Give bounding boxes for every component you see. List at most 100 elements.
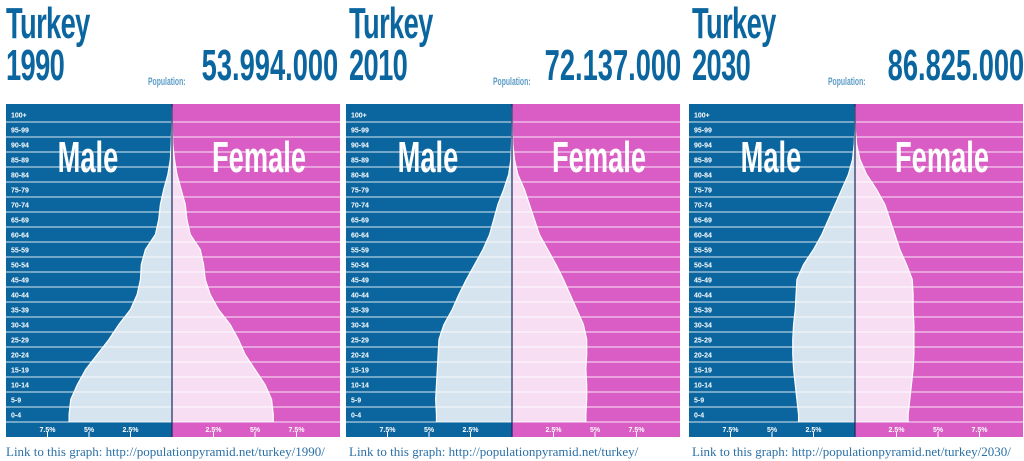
age-label: 10-14: [11, 383, 29, 390]
age-label: 70-74: [11, 203, 29, 210]
male-outline: [817, 226, 826, 243]
female-bar-15-19: [855, 362, 914, 377]
male-bar-30-34: [793, 317, 855, 332]
age-label: 35-39: [11, 308, 29, 315]
age-label: 40-44: [11, 293, 29, 300]
female-outline: [880, 196, 888, 213]
x-tick-label: 7.5%: [723, 427, 740, 434]
male-outline: [485, 226, 493, 243]
female-bar-65-69: [172, 212, 189, 227]
male-outline: [91, 346, 104, 363]
male-bar-60-64: [150, 227, 172, 242]
female-bar-60-64: [855, 227, 898, 242]
male-bar-20-24: [437, 347, 512, 362]
age-label: 65-69: [11, 218, 29, 225]
female-outline: [584, 331, 588, 347]
female-outline: [579, 316, 586, 333]
age-label: 45-49: [694, 278, 712, 285]
female-outline: [566, 286, 574, 303]
age-label: 100+: [351, 113, 367, 120]
age-label: 35-39: [351, 308, 369, 315]
male-outline: [795, 271, 801, 288]
female-bar-10-14: [172, 377, 269, 392]
male-outline: [73, 376, 83, 393]
female-outline: [241, 346, 251, 363]
male-outline: [509, 151, 512, 168]
male-outline: [124, 301, 135, 318]
age-label: 95-99: [11, 128, 29, 135]
age-label: 50-54: [694, 263, 712, 270]
graph-link[interactable]: Link to this graph: http://populationpyr…: [6, 444, 325, 459]
age-label: 85-89: [694, 158, 712, 165]
female-bar-50-54: [172, 257, 205, 272]
female-outline: [511, 136, 515, 153]
female-outline: [223, 316, 235, 333]
female-bar-20-24: [512, 347, 587, 362]
female-outline: [871, 181, 882, 198]
female-bar-35-39: [512, 302, 581, 317]
graph-link[interactable]: Link to this graph: http://populationpyr…: [692, 444, 1011, 459]
male-bar-65-69: [491, 212, 512, 227]
male-bar-5-9: [796, 392, 855, 407]
male-label: Male: [58, 132, 119, 181]
female-bar-40-44: [172, 287, 215, 302]
x-tick-label: 2.5%: [206, 427, 223, 434]
female-outline: [201, 256, 205, 273]
male-outline: [161, 181, 167, 198]
female-bar-20-24: [855, 347, 914, 362]
female-outline: [513, 151, 517, 168]
female-outline: [194, 241, 203, 258]
x-tick-label: 2.5%: [546, 427, 563, 434]
male-outline: [69, 391, 75, 408]
female-bar-5-9: [855, 392, 911, 407]
female-outline: [515, 166, 522, 183]
pyramid-panel-2030: Turkey 2030 Population: 86.825.000 0-4 5-…: [686, 0, 1024, 461]
age-label: 20-24: [351, 353, 369, 360]
male-bar-75-79: [500, 182, 512, 197]
population-value: 53.994.000: [201, 41, 338, 90]
female-outline: [207, 286, 215, 303]
male-outline: [824, 211, 833, 228]
male-outline: [435, 376, 438, 393]
female-outline: [233, 331, 243, 348]
female-bar-15-19: [172, 362, 260, 377]
pyramid-chart: 0-4 5-9 10-14 15-19 20-24 25-29 30-34 35-39 40-4…: [6, 104, 340, 437]
male-outline: [849, 151, 854, 168]
male-outline: [837, 181, 846, 198]
male-outline: [168, 151, 172, 168]
female-outline: [902, 256, 910, 273]
female-outline: [175, 166, 180, 183]
male-outline: [844, 166, 852, 183]
male-bar-45-49: [138, 272, 172, 287]
male-bar-65-69: [825, 212, 855, 227]
male-bar-60-64: [486, 227, 512, 242]
age-label: 75-79: [351, 188, 369, 195]
graph-link[interactable]: Link to this graph: http://populationpyr…: [349, 444, 639, 459]
age-label: 95-99: [694, 128, 712, 135]
x-tick-label: 7.5%: [40, 427, 57, 434]
age-label: 50-54: [351, 263, 369, 270]
female-bar-35-39: [172, 302, 225, 317]
female-outline: [173, 151, 177, 168]
pyramid-chart: 0-4 5-9 10-14 15-19 20-24 25-29 30-34 35-39 40-4…: [346, 104, 680, 437]
male-bar-0-4: [436, 407, 512, 422]
age-label: 85-89: [351, 158, 369, 165]
age-label: 55-59: [11, 248, 29, 255]
male-outline: [81, 361, 92, 378]
female-outline: [891, 226, 898, 243]
year-title: 2010: [349, 41, 408, 90]
male-bar-30-34: [113, 317, 172, 332]
male-outline: [440, 316, 449, 333]
male-bar-15-19: [436, 362, 512, 377]
age-label: 45-49: [351, 278, 369, 285]
age-label: 75-79: [694, 188, 712, 195]
female-bar-5-9: [512, 392, 587, 407]
age-label: 65-69: [694, 218, 712, 225]
male-bar-45-49: [796, 272, 855, 287]
male-bar-5-9: [435, 392, 512, 407]
male-bar-65-69: [157, 212, 172, 227]
age-label: 65-69: [351, 218, 369, 225]
male-bar-60-64: [817, 227, 855, 242]
male-outline: [158, 196, 163, 213]
male-outline: [491, 211, 497, 228]
